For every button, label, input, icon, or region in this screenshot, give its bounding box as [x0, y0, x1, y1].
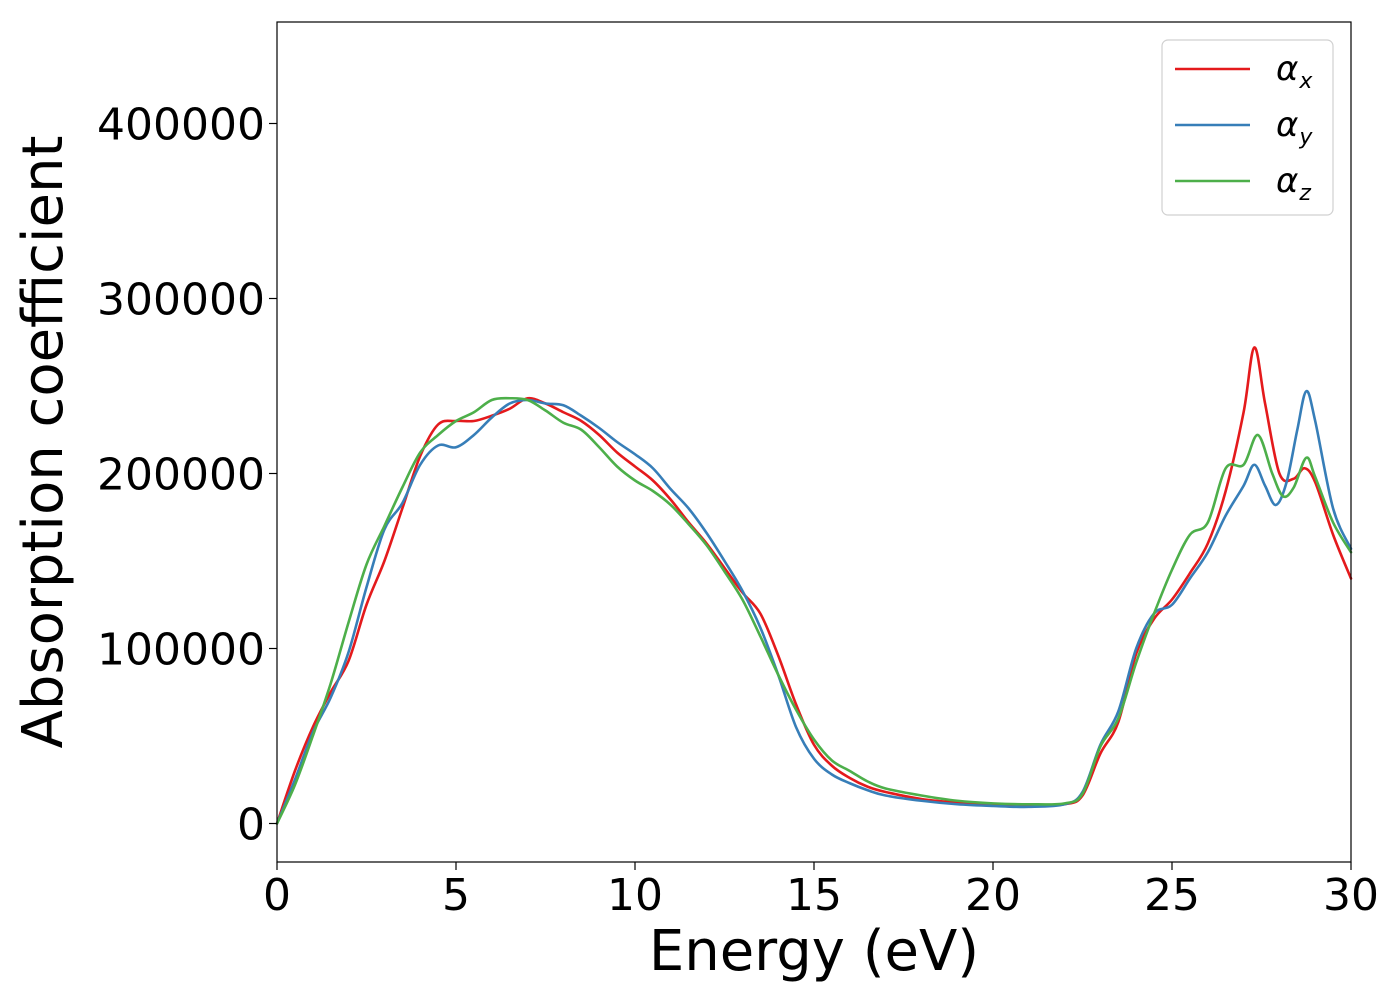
- y-tick-label: 0: [237, 800, 265, 851]
- x-tick-label: 10: [607, 870, 663, 921]
- y-tick-label: 200000: [97, 450, 265, 501]
- legend: αx αy αz: [1161, 39, 1334, 216]
- x-tick-label: 15: [786, 870, 842, 921]
- x-tick-label: 20: [965, 870, 1021, 921]
- legend-label-y: αy: [1276, 105, 1313, 150]
- y-tick-label: 400000: [97, 100, 265, 151]
- x-tick-label: 30: [1323, 870, 1379, 921]
- y-tick-label: 100000: [97, 625, 265, 676]
- x-tick-label: 25: [1144, 870, 1200, 921]
- y-tick-label: 300000: [97, 275, 265, 326]
- y-axis-title: Absorption coefficient: [11, 136, 76, 749]
- y-axis-ticks: 0 100000 200000 300000 400000: [97, 100, 277, 851]
- series-line-α-z: [275, 396, 1353, 825]
- series-layer: [275, 346, 1353, 825]
- series-line-α-x: [275, 346, 1353, 825]
- x-axis-title: Energy (eV): [649, 919, 979, 984]
- legend-box: [1161, 39, 1334, 216]
- legend-label-z: αz: [1276, 161, 1311, 206]
- series-line-α-y: [275, 389, 1353, 825]
- legend-label-x: αx: [1276, 49, 1313, 94]
- x-axis-ticks: 0 5 10 15 20 25 30: [263, 862, 1379, 921]
- x-tick-label: 0: [263, 870, 291, 921]
- x-tick-label: 5: [442, 870, 470, 921]
